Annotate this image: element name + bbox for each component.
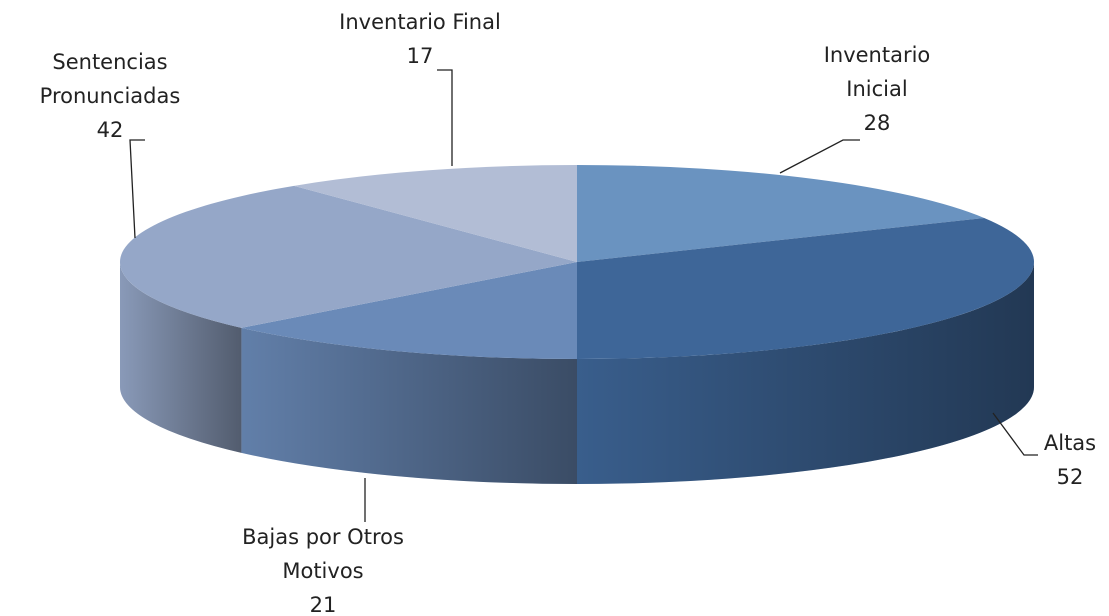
slice bbox=[294, 165, 577, 262]
category-label: Sentencias Pronunciadas bbox=[39, 50, 181, 108]
data-label: Altas 52 bbox=[1020, 426, 1109, 494]
category-label: Inventario Inicial bbox=[823, 43, 931, 101]
data-label: Inventario Final 17 bbox=[280, 5, 560, 73]
leader-line bbox=[779, 139, 860, 174]
data-label: Bajas por Otros Motivos 21 bbox=[213, 520, 433, 616]
leader-line bbox=[437, 69, 453, 166]
leader-line bbox=[129, 139, 145, 239]
slice-side-shade bbox=[577, 262, 1034, 484]
slice bbox=[577, 217, 1034, 359]
category-label: Bajas por Otros Motivos bbox=[242, 525, 404, 583]
value-label: 17 bbox=[406, 44, 434, 68]
slice bbox=[241, 262, 577, 359]
slice-side-shade bbox=[241, 327, 577, 484]
category-label: Inventario Final bbox=[339, 10, 501, 34]
slice bbox=[577, 165, 985, 262]
data-label: Inventario Inicial 28 bbox=[802, 38, 952, 140]
data-label: Sentencias Pronunciadas 42 bbox=[20, 45, 200, 147]
value-label: 42 bbox=[96, 118, 124, 142]
slice-side-shade bbox=[120, 262, 242, 453]
category-label: Altas bbox=[1043, 431, 1097, 455]
slice bbox=[120, 185, 578, 328]
value-label: 52 bbox=[1056, 465, 1084, 489]
leader-line bbox=[992, 412, 1038, 456]
value-label: 21 bbox=[309, 593, 337, 616]
value-label: 28 bbox=[863, 111, 891, 135]
